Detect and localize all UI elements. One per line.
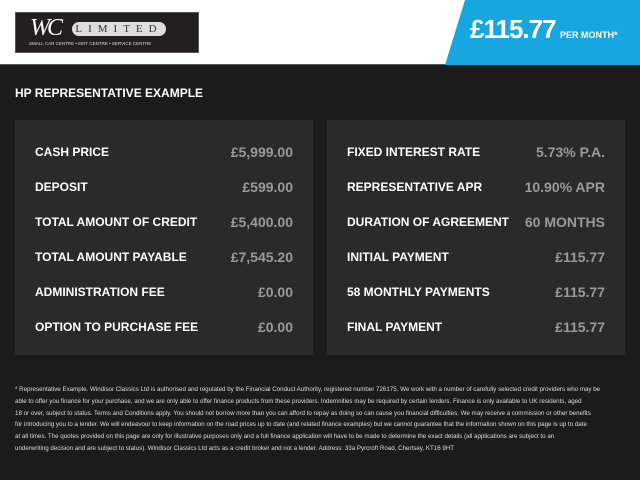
finance-row: OPTION TO PURCHASE FEE £0.00 [35,317,293,337]
row-value: £115.77 [555,284,605,300]
logo-word: LIMITED [72,22,166,36]
row-value: £0.00 [257,284,293,300]
price-banner [445,0,640,65]
logo-tagline: SMALL CAR CENTRE • MOT CENTRE • SERVICE … [29,41,152,46]
finance-panel-right: FIXED INTEREST RATE 5.73% P.A. REPRESENTA… [327,120,625,355]
row-label: OPTION TO PURCHASE FEE [35,320,199,334]
footnote: * Representative Example. Windisor Class… [15,384,627,455]
footnote-line: for introducing you to a lender. We will… [15,421,587,429]
finance-row: FIXED INTEREST RATE 5.73% P.A. [347,142,605,162]
row-label: ADMINISTRATION FEE [35,285,165,299]
per-month-label: PER MONTH* [560,30,618,40]
finance-row: DURATION OF AGREEMENT 60 MONTHS [347,212,605,232]
row-label: REPRESENTATIVE APR [347,180,483,194]
row-value: £5,400.00 [230,214,293,230]
row-value: £7,545.20 [230,249,293,265]
finance-row: TOTAL AMOUNT PAYABLE £7,545.20 [35,247,293,267]
finance-row: INITIAL PAYMENT £115.77 [347,247,605,267]
company-logo[interactable]: WC LIMITED SMALL CAR CENTRE • MOT CENTRE… [15,12,199,53]
finance-row: REPRESENTATIVE APR 10.90% APR [347,177,605,197]
row-label: FIXED INTEREST RATE [347,145,481,159]
row-label: 58 MONTHLY PAYMENTS [347,285,490,299]
finance-row: FINAL PAYMENT £115.77 [347,317,605,337]
row-label: TOTAL AMOUNT PAYABLE [35,250,187,264]
finance-panel-left: CASH PRICE £5,999.00 DEPOSIT £599.00 TOTAL… [15,120,313,355]
header: WC LIMITED SMALL CAR CENTRE • MOT CENTRE… [0,0,640,65]
finance-row: DEPOSIT £599.00 [35,177,293,197]
row-value: £0.00 [257,319,293,335]
logo-initials: WC [30,15,63,41]
footnote-line: at all times. The quotes provided on thi… [15,433,555,441]
finance-row: ADMINISTRATION FEE £0.00 [35,282,293,302]
row-label: DURATION OF AGREEMENT [347,215,509,229]
row-label: FINAL PAYMENT [347,320,443,334]
footnote-line: * Representative Example. Windisor Class… [15,386,601,393]
finance-row: TOTAL AMOUNT OF CREDIT £5,400.00 [35,212,293,232]
row-label: INITIAL PAYMENT [347,250,449,264]
row-value: £599.00 [242,179,293,195]
row-value: 5.73% P.A. [535,144,605,160]
finance-row: CASH PRICE £5,999.00 [35,142,293,162]
footnote-line: 18 or over, subject to status. Terms and… [15,409,591,417]
footnote-line: able to offer you finance for your purch… [15,397,582,405]
row-value: £5,999.00 [230,144,293,160]
monthly-price: £115.77 [470,14,557,44]
row-value: £115.77 [555,249,605,265]
footnote-line: underwriting decision and are subject to… [15,444,455,452]
row-value: 10.90% APR [524,179,605,195]
row-value: £115.77 [555,319,605,335]
section-title: HP REPRESENTATIVE EXAMPLE [15,86,204,100]
row-value: 60 MONTHS [524,214,605,230]
row-label: CASH PRICE [35,145,110,159]
row-label: DEPOSIT [35,180,88,194]
row-label: TOTAL AMOUNT OF CREDIT [35,215,198,229]
finance-row: 58 MONTHLY PAYMENTS £115.77 [347,282,605,302]
